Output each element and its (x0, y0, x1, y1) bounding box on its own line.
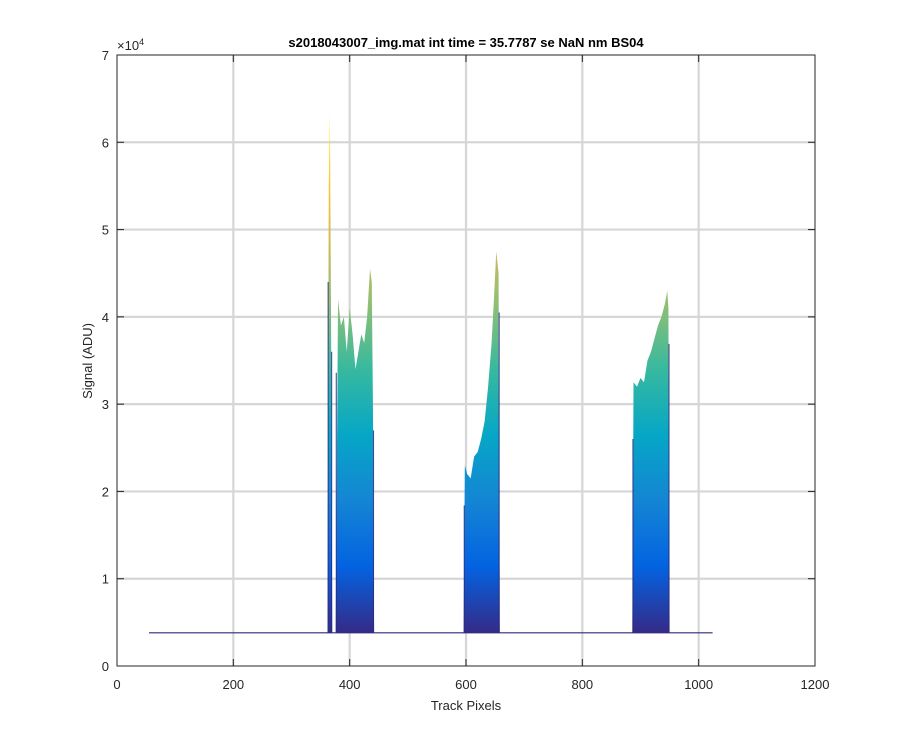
data-layer (148, 111, 713, 634)
chart-title: s2018043007_img.mat int time = 35.7787 s… (288, 35, 644, 50)
x-tick-label-4: 800 (571, 677, 593, 692)
x-tick-label-6: 1200 (801, 677, 830, 692)
y-tick-label-1: 1 (102, 572, 109, 587)
signal-segment-1 (335, 268, 375, 633)
y-tick-label-3: 3 (102, 397, 109, 412)
y-axis-label: Signal (ADU) (80, 323, 95, 399)
y-tick-label-0: 0 (102, 659, 109, 674)
y-axis-exponent: ×104 (117, 37, 144, 53)
signal-segment-2 (463, 251, 500, 633)
x-axis-label: Track Pixels (431, 698, 502, 713)
signal-segment-0 (327, 111, 333, 633)
y-tick-label-4: 4 (102, 310, 109, 325)
x-tick-label-5: 1000 (684, 677, 713, 692)
signal-segment-3 (632, 290, 670, 633)
axes (116, 54, 816, 667)
x-tick-label-1: 200 (222, 677, 244, 692)
y-tick-label-7: 7 (102, 48, 109, 63)
y-tick-label-5: 5 (102, 223, 109, 238)
x-tick-label-2: 400 (339, 677, 361, 692)
x-tick-label-0: 0 (113, 677, 120, 692)
y-tick-label-2: 2 (102, 484, 109, 499)
tick-labels: 0 200 400 600 800 1000 1200 0 1 2 3 4 5 6 7 (102, 48, 830, 692)
x-tick-label-3: 600 (455, 677, 477, 692)
y-tick-label-6: 6 (102, 135, 109, 150)
